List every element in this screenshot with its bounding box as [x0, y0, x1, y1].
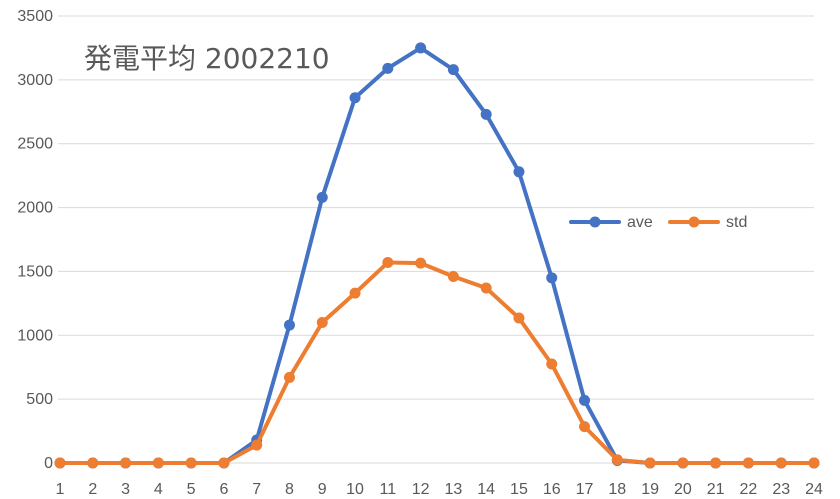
- data-point-std: [185, 457, 197, 469]
- x-tick-label: 19: [641, 481, 659, 498]
- x-tick-label: 2: [88, 481, 97, 498]
- x-tick-label: 3: [121, 481, 130, 498]
- x-tick-label: 6: [219, 481, 228, 498]
- data-point-ave: [447, 64, 459, 76]
- x-tick-label: 24: [805, 481, 823, 498]
- data-point-ave: [415, 42, 427, 54]
- data-point-std: [251, 439, 263, 451]
- data-point-std: [382, 256, 394, 268]
- x-tick-label: 11: [380, 481, 397, 498]
- data-point-std: [316, 317, 328, 329]
- x-tick-label: 9: [318, 481, 327, 498]
- data-point-ave: [283, 319, 295, 331]
- data-point-std: [54, 457, 66, 469]
- y-tick-label: 0: [44, 455, 53, 472]
- x-tick-label: 7: [252, 481, 261, 498]
- data-point-std: [218, 457, 230, 469]
- y-tick-label: 2000: [17, 200, 53, 217]
- x-tick-label: 23: [772, 481, 790, 498]
- data-point-std: [611, 454, 623, 466]
- y-tick-label: 3500: [17, 8, 53, 25]
- x-tick-label: 22: [740, 481, 758, 498]
- x-tick-label: 10: [346, 481, 364, 498]
- data-point-ave: [546, 272, 558, 284]
- x-tick-label: 1: [56, 481, 65, 498]
- gridlines: [58, 15, 814, 464]
- y-tick-label: 1500: [17, 263, 53, 280]
- data-point-std: [546, 358, 558, 370]
- legend-label-std: std: [726, 214, 747, 231]
- data-point-ave: [480, 108, 492, 120]
- legend-label-ave: ave: [627, 214, 653, 231]
- y-tick-label: 1000: [17, 327, 53, 344]
- data-point-std: [415, 257, 427, 269]
- data-point-std: [120, 457, 132, 469]
- data-point-std: [480, 282, 492, 294]
- y-tick-label: 2500: [17, 136, 53, 153]
- data-point-std: [677, 457, 689, 469]
- x-axis-ticks: 1 2 3 4 5 6 7 8 9 10 11 12 13 14 15 16 17 18 19 20 21 22 23 24: [56, 481, 823, 498]
- x-tick-label: 15: [510, 481, 528, 498]
- data-point-std: [775, 457, 787, 469]
- legend-marker-ave: [589, 216, 601, 228]
- y-tick-label: 500: [26, 391, 53, 408]
- data-point-std: [579, 421, 591, 433]
- x-tick-label: 18: [608, 481, 626, 498]
- legend: ave std: [569, 214, 747, 231]
- x-tick-label: 21: [707, 481, 725, 498]
- data-point-std: [513, 312, 525, 324]
- x-tick-label: 12: [412, 481, 430, 498]
- data-point-ave: [349, 92, 361, 104]
- data-point-std: [283, 371, 295, 383]
- data-point-ave: [579, 394, 591, 406]
- data-point-std: [742, 457, 754, 469]
- data-point-std: [710, 457, 722, 469]
- data-point-ave: [513, 166, 525, 178]
- x-tick-label: 14: [477, 481, 495, 498]
- y-axis-ticks: 0 500 1000 1500 2000 2500 3000 3500: [17, 8, 53, 472]
- legend-marker-std: [688, 216, 700, 228]
- x-tick-label: 4: [154, 481, 163, 498]
- x-tick-label: 8: [285, 481, 294, 498]
- data-point-std: [808, 457, 820, 469]
- series-line-ave: [58, 45, 816, 465]
- data-point-ave: [382, 62, 394, 74]
- x-tick-label: 13: [444, 481, 462, 498]
- x-tick-label: 17: [576, 481, 594, 498]
- data-point-std: [87, 457, 99, 469]
- data-point-std: [644, 457, 656, 469]
- data-point-ave: [316, 191, 328, 203]
- data-point-std: [447, 271, 459, 283]
- y-tick-label: 3000: [17, 72, 53, 89]
- series-line-std: [58, 260, 816, 465]
- series-layer: [54, 42, 820, 469]
- x-tick-label: 5: [187, 481, 196, 498]
- x-tick-label: 20: [674, 481, 692, 498]
- chart-title: 発電平均 2002210: [84, 42, 330, 75]
- x-tick-label: 16: [543, 481, 561, 498]
- data-point-std: [152, 457, 164, 469]
- data-point-std: [349, 287, 361, 299]
